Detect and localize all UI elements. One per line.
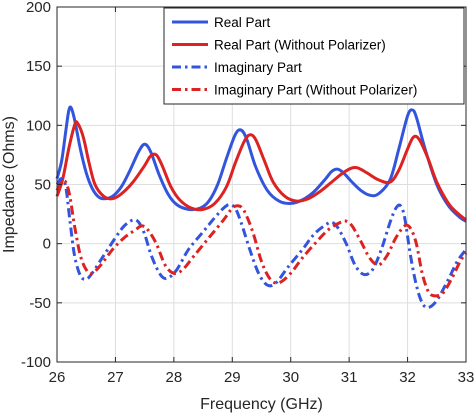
x-tick-label: 27 <box>107 369 124 386</box>
series-line-real-part <box>55 105 467 223</box>
series-line-imaginary-part <box>55 177 468 310</box>
y-tick-label: 0 <box>43 236 51 253</box>
x-tick-label: 33 <box>458 369 474 386</box>
legend-box <box>163 7 465 105</box>
axis-ticks: 26 27 28 29 30 31 32 33 -100 -50 0 50 100 150 200 <box>21 0 474 386</box>
y-tick-label: 200 <box>26 0 51 16</box>
x-tick-label: 29 <box>224 369 241 386</box>
y-tick-label: 100 <box>26 117 51 134</box>
y-tick-label: 150 <box>26 58 51 75</box>
legend: Real Part Real Part (Without Polarizer) Im… <box>163 7 465 105</box>
y-tick-label: -50 <box>29 295 51 312</box>
legend-label: Real Part <box>214 15 271 30</box>
legend-label: Imaginary Part (Without Polarizer) <box>214 83 417 98</box>
x-tick-label: 28 <box>166 369 183 386</box>
y-axis-title: Impedance (Ohms) <box>1 116 18 253</box>
y-tick-label: 50 <box>34 177 51 194</box>
x-tick-label: 32 <box>399 369 416 386</box>
series-line-real-part-without-polarizer <box>55 120 467 222</box>
x-axis-title: Frequency (GHz) <box>200 396 323 413</box>
legend-label: Real Part (Without Polarizer) <box>214 38 386 53</box>
y-tick-label: -100 <box>21 354 51 371</box>
x-tick-label: 31 <box>341 369 358 386</box>
series-layer <box>55 105 468 310</box>
legend-label: Imaginary Part <box>214 60 302 75</box>
x-tick-label: 30 <box>282 369 299 386</box>
series-line-imaginary-part-without-polarizer <box>55 179 468 298</box>
x-tick-label: 26 <box>49 369 66 386</box>
